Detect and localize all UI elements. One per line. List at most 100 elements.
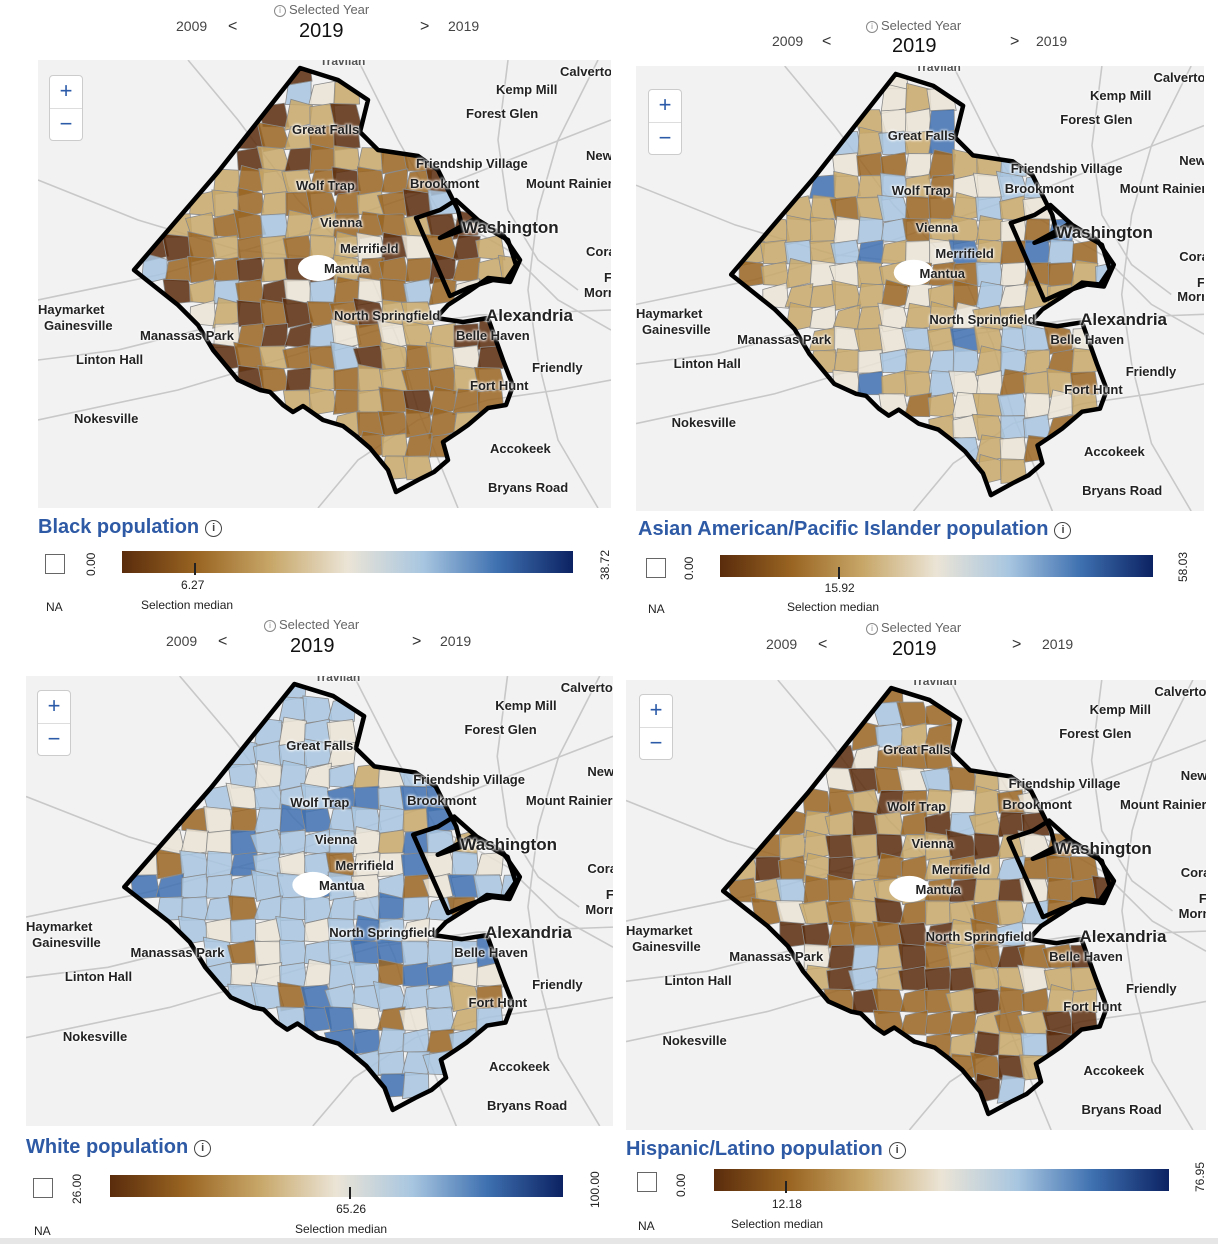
na-label: NA: [34, 1224, 51, 1238]
zoom-out-button[interactable]: −: [50, 108, 82, 141]
choropleth-map[interactable]: Travilah Kemp MillCalverton Forest Glen Gre…: [26, 676, 613, 1126]
selected-year-label: i Selected Year: [866, 18, 961, 33]
census-tract: [205, 829, 233, 855]
legend-min: 0.00: [674, 1173, 688, 1197]
place-label: Kemp Mill: [495, 698, 557, 714]
county-boundary: [720, 685, 1113, 1117]
na-checkbox[interactable]: [33, 1178, 53, 1198]
place-label: Great Falls: [292, 122, 360, 137]
census-tract: [830, 239, 862, 265]
prev-year-button[interactable]: <: [228, 18, 238, 35]
census-tract: [880, 239, 908, 265]
next-year-button[interactable]: >: [420, 18, 430, 35]
census-tract: [309, 143, 336, 175]
legend-gradient: [714, 1169, 1169, 1191]
next-year-button[interactable]: >: [412, 633, 422, 650]
year-max: 2019: [1036, 33, 1068, 49]
census-tract: [1069, 371, 1100, 396]
panel-black: 2009 < i Selected Year 2019 > 2019 Travil…: [0, 0, 620, 620]
zoom-in-button[interactable]: +: [649, 697, 663, 722]
map-canvas[interactable]: [626, 680, 1206, 1130]
census-tract: [904, 152, 932, 178]
median-tick: [194, 563, 197, 575]
census-tract: [205, 850, 233, 879]
census-tract: [309, 278, 337, 304]
info-icon: i: [274, 5, 286, 17]
census-tract: [254, 940, 283, 966]
census-tract: [903, 392, 932, 418]
place-label: Mantua: [919, 265, 966, 281]
census-tract: [755, 856, 783, 882]
zoom-out-button[interactable]: −: [640, 727, 672, 760]
map-canvas[interactable]: [26, 676, 613, 1126]
na-checkbox[interactable]: [45, 554, 65, 574]
zoom-in-button[interactable]: +: [47, 693, 61, 718]
choropleth-map[interactable]: Travilah Kemp MillCalverton Forest Glen Gre…: [636, 66, 1204, 511]
selected-year: 2019: [290, 635, 335, 657]
place-label: Friendship Village: [1010, 161, 1123, 177]
choropleth-map[interactable]: Travilah Kemp MillCalverton Forest Glen Gre…: [626, 680, 1206, 1130]
place-label: Wolf Trap: [887, 798, 947, 814]
census-tract: [904, 195, 932, 223]
census-tract: [851, 855, 879, 881]
median-tick: [837, 567, 840, 579]
median-label: Selection median: [141, 598, 234, 612]
legend-min: 0.00: [84, 552, 98, 576]
na-checkbox[interactable]: [646, 558, 666, 578]
place-label: Manassas Park: [737, 332, 832, 348]
census-tract: [229, 738, 258, 769]
prev-year-button[interactable]: <: [818, 636, 828, 653]
year-selector: 2009 < i Selected Year 2019 > 2019: [0, 614, 620, 664]
choropleth-map[interactable]: Travilah Kemp MillCalverton Forest Glen Gre…: [38, 60, 611, 508]
info-icon[interactable]: i: [194, 1140, 212, 1157]
na-tract: [893, 259, 934, 286]
census-tract: [425, 1006, 456, 1032]
census-tract: [801, 921, 832, 947]
census-tract: [876, 966, 904, 991]
place-label: Haymarket: [636, 306, 703, 322]
place-label: Friendship Village: [416, 156, 528, 171]
prev-year-button[interactable]: <: [218, 633, 228, 650]
info-icon[interactable]: i: [205, 520, 223, 537]
prev-year-button[interactable]: <: [822, 33, 832, 50]
place-label: Great Falls: [286, 738, 354, 754]
info-icon[interactable]: i: [1054, 522, 1072, 539]
place-label: Morningside: [584, 285, 611, 300]
place-label: Fort Hunt: [1064, 381, 1123, 397]
census-tract: [300, 807, 334, 833]
census-tract: [304, 718, 332, 745]
median-value: 65.26: [336, 1202, 367, 1216]
zoom-in-button[interactable]: +: [658, 92, 672, 117]
place-label: Gainesville: [32, 935, 101, 951]
census-tract: [1022, 370, 1052, 396]
place-label: Kemp Mill: [1089, 702, 1151, 718]
place-label: New C: [1180, 768, 1206, 784]
info-icon[interactable]: i: [888, 1142, 906, 1159]
year-min: 2009: [766, 636, 798, 652]
info-icon: i: [866, 623, 878, 635]
census-tract: [880, 370, 909, 397]
census-tract: [327, 895, 357, 921]
na-label: NA: [648, 602, 665, 616]
place-label: Wolf Trap: [290, 794, 350, 810]
place-label: Fort Hunt: [1063, 999, 1122, 1015]
place-label: Coral Hills: [1179, 248, 1204, 264]
place-label: Calverton: [1153, 69, 1204, 85]
map-canvas[interactable]: [636, 66, 1204, 511]
legend-max: 76.95: [1193, 1161, 1207, 1192]
place-label: Bryans Road: [1082, 483, 1163, 499]
next-year-button[interactable]: >: [1012, 636, 1022, 653]
zoom-out-button[interactable]: −: [38, 723, 70, 756]
map-canvas[interactable]: [38, 60, 611, 508]
zoom-out-button[interactable]: −: [649, 122, 681, 155]
na-checkbox[interactable]: [637, 1172, 657, 1192]
median-tick: [784, 1181, 787, 1193]
census-tract: [873, 811, 905, 837]
census-tract: [998, 283, 1028, 308]
census-tract: [211, 234, 242, 260]
zoom-in-button[interactable]: +: [59, 78, 73, 103]
census-tract: [279, 829, 307, 855]
census-tract: [900, 722, 928, 749]
next-year-button[interactable]: >: [1010, 33, 1020, 50]
place-label: Bryans Road: [1081, 1101, 1162, 1117]
